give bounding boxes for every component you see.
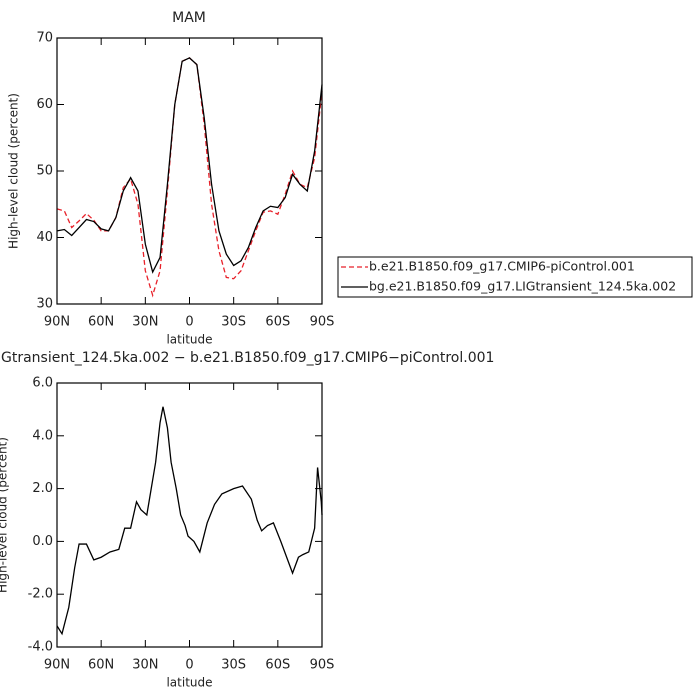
plot-frame [56, 382, 323, 648]
y-tick-label: 30 [36, 297, 53, 312]
y-tick-label: 50 [36, 164, 53, 179]
legend-label: b.e21.B1850.f09_g17.CMIP6-piControl.001 [369, 259, 635, 274]
x-tick-label: 30S [221, 315, 246, 330]
chart-title: MAM [172, 10, 206, 26]
y-tick-label: 0.0 [32, 534, 53, 549]
y-tick-label: -4.0 [28, 640, 53, 655]
chart-title: Gtransient_124.5ka.002 − b.e21.B1850.f09… [1, 350, 494, 366]
data-line [56, 57, 323, 298]
x-tick-label: 30N [132, 315, 158, 330]
x-tick-label: 0 [185, 315, 193, 330]
x-tick-label: 60N [88, 315, 114, 330]
data-line [56, 57, 323, 274]
x-axis-label: latitude [166, 333, 212, 347]
x-tick-label: 30N [132, 658, 158, 673]
y-tick-label: 4.0 [32, 428, 53, 443]
x-tick-label: 60N [88, 658, 114, 673]
x-tick-label: 90S [310, 315, 335, 330]
y-tick-label: 40 [36, 230, 53, 245]
x-tick-label: 60S [265, 658, 290, 673]
data-line [56, 406, 323, 636]
x-tick-label: 90N [44, 658, 70, 673]
legend-label: bg.e21.B1850.f09_g17.LIGtransient_124.5k… [369, 279, 676, 294]
x-axis-label: latitude [166, 676, 212, 690]
y-tick-label: 2.0 [32, 481, 53, 496]
x-tick-label: 60S [265, 315, 290, 330]
x-tick-label: 90S [310, 658, 335, 673]
y-axis-label: High-level cloud (percent) [7, 93, 21, 249]
plot-frame [56, 37, 323, 305]
y-axis-label: High-level cloud (percent) [0, 437, 10, 593]
x-tick-label: 0 [185, 658, 193, 673]
y-tick-label: 70 [36, 31, 53, 46]
legend-box [337, 256, 693, 298]
x-tick-label: 90N [44, 315, 70, 330]
y-tick-label: -2.0 [28, 587, 53, 602]
y-tick-label: 60 [36, 97, 53, 112]
y-tick-label: 6.0 [32, 376, 53, 391]
x-tick-label: 30S [221, 658, 246, 673]
